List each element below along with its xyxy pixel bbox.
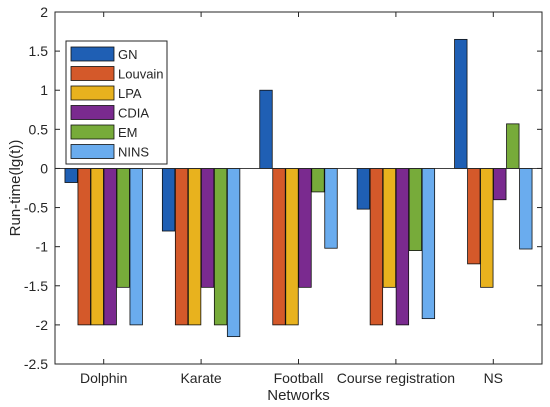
bar-gn-4 [454,38,468,169]
y-tick-label: -2.5 [24,356,48,372]
bar-lpa-2 [285,168,299,326]
legend: GN Louvain LPA CDIA EM NINS [65,40,168,165]
bar-gn-2 [259,89,273,169]
bar-cdia-1 [200,168,215,288]
bar-nins-0 [129,168,143,326]
bar-em-2 [311,168,325,193]
x-tick-label: Dolphin [80,370,127,386]
x-axis-label: Networks [267,387,330,404]
legend-label-nins: NINS [118,145,149,160]
bar-lpa-0 [90,168,104,326]
y-tick-label: 0 [40,160,48,176]
legend-label-lpa: LPA [118,86,142,101]
bar-em-0 [116,168,130,288]
bar-louvain-4 [467,168,481,265]
bar-lpa-1 [187,168,202,326]
bar-cdia-0 [103,168,117,326]
bar-nins-4 [519,168,533,250]
legend-swatch-nins [70,144,115,159]
y-tick-label: 2 [40,4,48,20]
bar-em-3 [408,168,423,251]
bar-louvain-0 [77,168,91,326]
bar-em-1 [213,168,228,326]
y-tick-label: 0.5 [29,121,49,137]
y-tick-label: 1.5 [29,43,49,59]
y-axis-label: Run-time(lg(t)) [7,140,24,237]
legend-label-gn: GN [118,47,138,62]
bar-lpa-3 [382,168,397,288]
bar-cdia-3 [395,168,410,326]
bar-cdia-2 [298,168,312,288]
bar-gn-1 [161,168,176,232]
y-tick-label: -2 [36,317,49,333]
bar-louvain-3 [369,168,384,326]
legend-swatch-gn [70,46,115,62]
bar-nins-3 [421,168,436,320]
legend-swatch-louvain [70,66,115,81]
x-tick-label: Football [274,370,324,386]
legend-swatch-em [70,124,115,140]
bar-gn-3 [356,168,371,210]
x-tick-label: Karate [180,370,221,386]
bar-lpa-4 [480,168,494,288]
y-tick-label: -1.5 [24,278,48,294]
bar-louvain-1 [174,168,189,326]
y-axis: -2.5 -2 -1.5 -1 -0.5 0 0.5 1 1.5 2 [24,4,542,372]
y-tick-label: 1 [40,82,48,98]
legend-label-cdia: CDIA [118,106,149,121]
bar-cdia-4 [493,168,507,201]
bar-nins-1 [226,168,241,338]
bar-nins-2 [324,168,338,249]
bar-em-4 [506,123,520,169]
y-tick-label: -0.5 [24,200,48,216]
legend-box [65,40,168,165]
bar-gn-0 [64,168,78,183]
x-tick-label: NS [484,370,503,386]
legend-label-em: EM [118,125,138,140]
bar-louvain-2 [272,168,286,326]
x-axis: Dolphin Karate Football Course registration… [80,12,503,386]
legend-swatch-lpa [70,85,115,101]
legend-swatch-cdia [70,105,115,120]
bars-layer [64,38,533,338]
legend-label-louvain: Louvain [118,67,164,82]
y-tick-label: -1 [36,239,49,255]
x-tick-label: Course registration [337,370,455,386]
